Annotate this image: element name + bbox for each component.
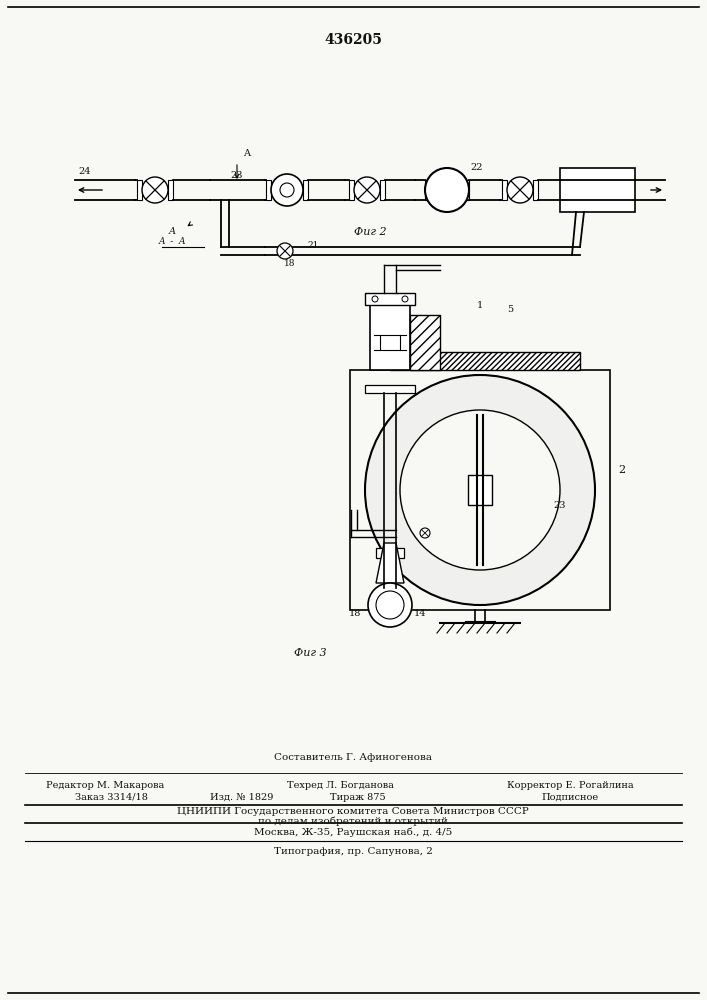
Bar bbox=[137, 180, 142, 200]
Text: Техред Л. Богданова: Техред Л. Богданова bbox=[286, 780, 393, 790]
Bar bbox=[349, 180, 354, 200]
Circle shape bbox=[277, 243, 293, 259]
Circle shape bbox=[400, 410, 560, 570]
Text: Подписное: Подписное bbox=[542, 792, 599, 802]
Polygon shape bbox=[376, 543, 404, 583]
Bar bbox=[468, 475, 492, 505]
Text: по делам изобретений и открытий: по делам изобретений и открытий bbox=[258, 816, 448, 826]
Text: Редактор М. Макарова: Редактор М. Макарова bbox=[46, 780, 164, 790]
Text: A: A bbox=[243, 149, 250, 158]
Bar bbox=[533, 180, 538, 200]
Bar bbox=[425, 180, 430, 200]
Text: 23: 23 bbox=[554, 500, 566, 510]
Text: A  -  A: A - A bbox=[158, 237, 186, 246]
Circle shape bbox=[354, 177, 380, 203]
Circle shape bbox=[365, 375, 595, 605]
Text: Корректор Е. Рогайлина: Корректор Е. Рогайлина bbox=[507, 780, 633, 790]
Bar bbox=[370, 305, 410, 370]
Text: 2: 2 bbox=[619, 465, 626, 475]
Text: 21: 21 bbox=[308, 241, 319, 250]
Circle shape bbox=[507, 177, 533, 203]
Text: 18: 18 bbox=[349, 608, 361, 617]
Text: Тираж 875: Тираж 875 bbox=[330, 792, 385, 802]
Text: Изд. № 1829: Изд. № 1829 bbox=[210, 792, 274, 802]
Text: Заказ 3314/18: Заказ 3314/18 bbox=[75, 792, 148, 802]
Circle shape bbox=[425, 168, 469, 212]
Text: 14: 14 bbox=[414, 608, 426, 617]
Bar bbox=[502, 180, 507, 200]
Bar bbox=[390, 352, 580, 370]
Bar bbox=[365, 293, 415, 305]
Bar bbox=[560, 168, 635, 212]
Text: 436205: 436205 bbox=[324, 33, 382, 47]
Text: Типография, пр. Сапунова, 2: Типография, пр. Сапунова, 2 bbox=[274, 846, 433, 856]
Text: 22: 22 bbox=[471, 163, 484, 172]
Bar bbox=[365, 385, 415, 393]
Text: A: A bbox=[168, 228, 175, 236]
Bar bbox=[168, 180, 173, 200]
Text: 5: 5 bbox=[507, 306, 513, 314]
Circle shape bbox=[142, 177, 168, 203]
Bar bbox=[376, 548, 404, 558]
Text: Фиг 2: Фиг 2 bbox=[354, 227, 386, 237]
Bar bbox=[350, 370, 610, 610]
Text: 18: 18 bbox=[284, 258, 296, 267]
Bar bbox=[380, 180, 385, 200]
Bar bbox=[410, 315, 440, 370]
Bar bbox=[303, 180, 308, 200]
Text: 23: 23 bbox=[230, 170, 243, 180]
Circle shape bbox=[420, 528, 430, 538]
Text: 1: 1 bbox=[477, 300, 483, 310]
Bar bbox=[464, 180, 469, 200]
Bar bbox=[266, 180, 271, 200]
Text: Составитель Г. Афиногенова: Составитель Г. Афиногенова bbox=[274, 752, 432, 762]
Circle shape bbox=[368, 583, 412, 627]
Text: Москва, Ж-35, Раушская наб., д. 4/5: Москва, Ж-35, Раушская наб., д. 4/5 bbox=[254, 827, 452, 837]
Text: Фиг 3: Фиг 3 bbox=[293, 648, 327, 658]
Circle shape bbox=[271, 174, 303, 206]
Text: ЦНИИПИ Государственного комитета Совета Министров СССР: ЦНИИПИ Государственного комитета Совета … bbox=[177, 806, 529, 816]
Text: 24: 24 bbox=[78, 167, 91, 176]
